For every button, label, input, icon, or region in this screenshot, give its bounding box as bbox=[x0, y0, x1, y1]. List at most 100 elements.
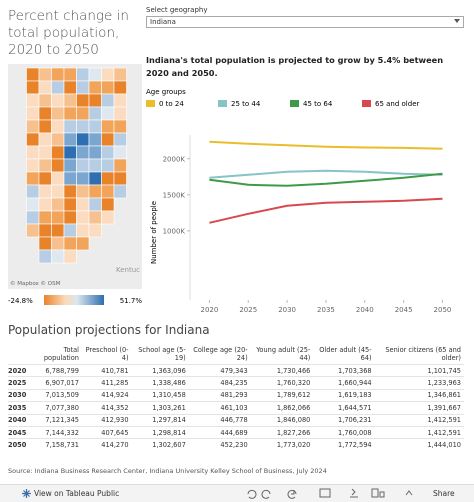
legend-swatch bbox=[290, 100, 299, 107]
y-tick-label: 2000K bbox=[163, 155, 186, 163]
county bbox=[76, 171, 90, 186]
county bbox=[38, 106, 52, 121]
footer-bar: View on Tableau Public Share bbox=[0, 484, 474, 502]
x-tick-label: 2045 bbox=[395, 306, 413, 314]
value-cell: 1,363,096 bbox=[131, 363, 189, 377]
value-cell: 7,013,509 bbox=[29, 388, 82, 402]
value-cell: 1,660,944 bbox=[313, 376, 375, 390]
geography-dropdown[interactable]: Indiana bbox=[146, 16, 464, 28]
y-tick-label: 1500K bbox=[163, 191, 186, 199]
legend-max: 51.7% bbox=[120, 297, 142, 305]
county bbox=[51, 210, 65, 225]
tableau-icon bbox=[22, 489, 31, 498]
county bbox=[38, 223, 52, 238]
county bbox=[101, 132, 115, 147]
county bbox=[76, 119, 90, 134]
value-cell: 410,781 bbox=[81, 363, 132, 377]
county bbox=[26, 184, 40, 199]
value-cell: 414,270 bbox=[81, 438, 132, 451]
view-link[interactable]: View on Tableau Public bbox=[34, 489, 120, 498]
county bbox=[63, 119, 77, 134]
x-tick-label: 2040 bbox=[356, 306, 374, 314]
county bbox=[76, 93, 90, 108]
source-note: Source: Indiana Business Research Center… bbox=[8, 467, 327, 475]
value-cell: 452,230 bbox=[188, 438, 251, 451]
county bbox=[51, 249, 65, 264]
year-cell: 2040 bbox=[8, 413, 30, 427]
county bbox=[63, 158, 77, 173]
county bbox=[88, 67, 102, 82]
county bbox=[88, 197, 102, 212]
value-cell: 1,412,591 bbox=[374, 425, 464, 439]
y-axis-title: Number of people bbox=[150, 201, 158, 264]
value-cell: 461,103 bbox=[188, 401, 251, 415]
county bbox=[26, 93, 40, 108]
value-cell: 412,930 bbox=[81, 413, 132, 427]
county bbox=[113, 158, 127, 173]
value-cell: 1,773,020 bbox=[250, 438, 314, 451]
value-cell: 1,730,466 bbox=[250, 363, 314, 377]
value-cell: 1,297,814 bbox=[131, 413, 189, 427]
county bbox=[38, 93, 52, 108]
county bbox=[113, 80, 127, 95]
county bbox=[101, 106, 115, 121]
county bbox=[51, 132, 65, 147]
column-header: Young adult (25-44) bbox=[256, 346, 311, 362]
county bbox=[26, 210, 40, 225]
county bbox=[101, 197, 115, 212]
value-cell: 407,645 bbox=[81, 425, 132, 439]
county bbox=[38, 236, 52, 251]
value-cell: 1,444,010 bbox=[374, 438, 464, 451]
county bbox=[38, 80, 52, 95]
county bbox=[38, 249, 52, 264]
county bbox=[51, 197, 65, 212]
table-row: 2040 7,121,345 412,930 1,297,814 446,778 1,84… bbox=[8, 413, 464, 427]
value-cell: 1,846,080 bbox=[250, 413, 314, 427]
year-cell: 2025 bbox=[8, 376, 30, 390]
county bbox=[38, 67, 52, 82]
county bbox=[88, 145, 102, 160]
x-tick-label: 2020 bbox=[201, 306, 219, 314]
value-cell: 481,293 bbox=[188, 388, 251, 402]
county bbox=[26, 106, 40, 121]
column-header: Senior citizens (65 and older) bbox=[385, 346, 461, 362]
county bbox=[26, 158, 40, 173]
value-cell: 444,689 bbox=[188, 425, 251, 439]
table-row: 2025 6,907,017 411,285 1,338,486 484,235 1,76… bbox=[8, 376, 464, 390]
county bbox=[51, 223, 65, 238]
value-cell: 7,158,731 bbox=[29, 438, 82, 451]
county bbox=[101, 158, 115, 173]
value-cell: 446,778 bbox=[188, 413, 251, 427]
county bbox=[113, 145, 127, 160]
county bbox=[26, 132, 40, 147]
county bbox=[51, 80, 65, 95]
county bbox=[101, 145, 115, 160]
filter-label: Select geography bbox=[146, 6, 208, 14]
value-cell: 1,760,008 bbox=[313, 425, 375, 439]
county bbox=[63, 197, 77, 212]
series-line bbox=[209, 172, 443, 187]
county bbox=[101, 210, 115, 225]
county bbox=[113, 171, 127, 186]
county bbox=[88, 158, 102, 173]
value-cell: 1,703,368 bbox=[313, 363, 375, 377]
value-cell: 7,144,332 bbox=[29, 425, 82, 439]
county bbox=[101, 80, 115, 95]
county bbox=[51, 236, 65, 251]
x-tick-label: 2030 bbox=[278, 306, 296, 314]
column-header: Older adult (45-64) bbox=[319, 346, 372, 362]
table-row: 2050 7,158,731 414,270 1,302,607 452,230 1,77… bbox=[8, 438, 464, 451]
county bbox=[76, 210, 90, 225]
x-tick-label: 2025 bbox=[239, 306, 257, 314]
county bbox=[63, 106, 77, 121]
county bbox=[51, 171, 65, 186]
county bbox=[101, 171, 115, 186]
header-row: Total population Preschool (0-4) School ag… bbox=[8, 346, 464, 365]
column-header: School age (5-19) bbox=[138, 346, 186, 362]
share-button[interactable]: Share bbox=[433, 489, 455, 498]
value-cell: 1,346,861 bbox=[374, 388, 464, 402]
county bbox=[63, 171, 77, 186]
legend-title: Age groups bbox=[146, 88, 186, 96]
value-cell: 6,907,017 bbox=[29, 376, 82, 390]
